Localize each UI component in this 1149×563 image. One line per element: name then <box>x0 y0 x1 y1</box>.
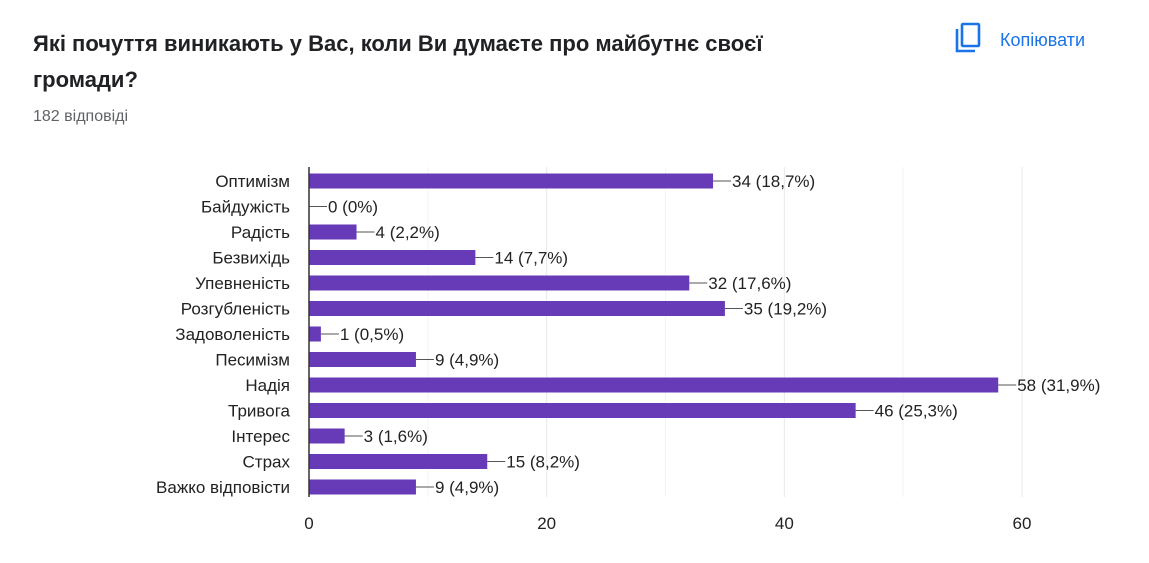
bar <box>309 224 357 240</box>
category-label: Оптимізм <box>215 172 290 191</box>
copy-icon <box>954 22 982 59</box>
bar <box>309 352 416 367</box>
bar <box>309 250 476 265</box>
category-label: Розгубленість <box>181 300 290 319</box>
category-label: Тривога <box>228 402 291 421</box>
data-label: 3 (1,6%) <box>364 427 428 446</box>
category-label: Радість <box>231 223 290 242</box>
data-label: 58 (31,9%) <box>1017 376 1100 395</box>
data-label: 4 (2,2%) <box>376 223 440 242</box>
data-label: 1 (0,5%) <box>340 325 404 344</box>
category-label: Задоволеність <box>175 325 290 344</box>
x-tick-label: 60 <box>1013 514 1032 533</box>
bar <box>309 301 725 316</box>
data-label: 15 (8,2%) <box>506 453 580 472</box>
category-label: Страх <box>243 453 291 472</box>
question-title: Які почуття виникають у Вас, коли Ви дум… <box>33 31 763 92</box>
bar <box>309 326 321 342</box>
bar <box>309 275 690 291</box>
category-label: Упевненість <box>195 274 290 293</box>
bar <box>309 454 488 469</box>
copy-button[interactable]: Копіювати <box>954 22 1085 58</box>
category-label: Інтерес <box>231 427 290 446</box>
data-label: 0 (0%) <box>328 198 378 217</box>
x-tick-label: 20 <box>537 514 556 533</box>
x-tick-label: 0 <box>304 514 313 533</box>
data-label: 34 (18,7%) <box>732 172 815 191</box>
copy-label: Копіювати <box>1000 29 1086 50</box>
bar <box>309 479 416 495</box>
data-label: 35 (19,2%) <box>744 300 827 319</box>
category-label: Надія <box>245 376 290 395</box>
data-label: 9 (4,9%) <box>435 478 499 497</box>
x-tick-label: 40 <box>775 514 794 533</box>
data-label: 14 (7,7%) <box>494 249 568 268</box>
bar <box>309 173 714 189</box>
response-count: 182 відповіді <box>33 108 129 125</box>
category-label: Песимізм <box>215 351 290 370</box>
data-label: 46 (25,3%) <box>875 402 958 421</box>
category-label: Безвихідь <box>212 249 290 268</box>
category-label: Важко відповісти <box>156 478 290 497</box>
bar <box>309 377 999 393</box>
data-label: 9 (4,9%) <box>435 351 499 370</box>
category-label: Байдужість <box>201 198 290 217</box>
bar <box>309 428 345 444</box>
data-label: 32 (17,6%) <box>708 274 791 293</box>
bar <box>309 403 856 418</box>
